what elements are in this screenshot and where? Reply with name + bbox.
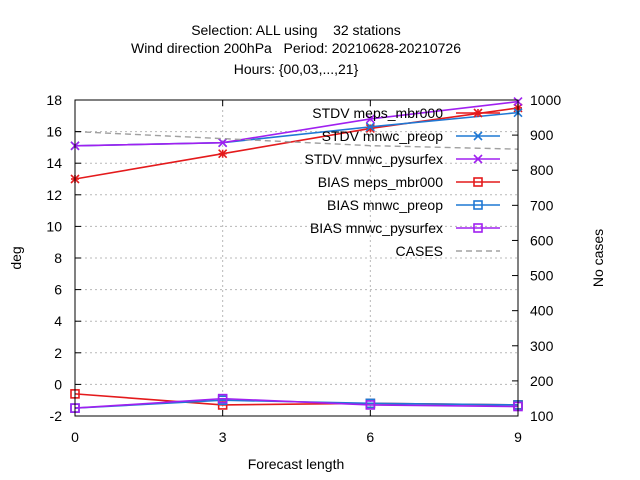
y-tick-label: 16 [46, 124, 62, 140]
axis-layer: 0 3 6 9 -2 0 2 4 6 8 10 12 14 16 18 100 200 300 400 500 600 7… [46, 92, 561, 445]
legend-marker-stdv-mnwc-preop [473, 131, 483, 141]
y-tick-label: 0 [54, 376, 62, 392]
x-tick-label: 9 [514, 429, 522, 445]
legend-label-stdv-mnwc-preop: STDV mnwc_preop [322, 128, 444, 144]
series-line-stdv-meps-mbr000 [74, 107, 519, 180]
legend-label-bias-mnwc-preop: BIAS mnwc_preop [327, 197, 443, 213]
chart-title-line-2: Wind direction 200hPa Period: 20210628-2… [131, 40, 461, 56]
y-tick-label: 10 [46, 218, 62, 234]
grid-layer [75, 100, 518, 416]
y2-tick-label: 400 [530, 303, 554, 319]
data-point-stdv-mnwc-pysurfex [218, 138, 228, 148]
y-tick-label: 6 [54, 282, 62, 298]
chart-title-line-1: Selection: ALL using 32 stations [191, 22, 401, 38]
y2-tick-label: 100 [530, 408, 554, 424]
y-tick-label: 18 [46, 92, 62, 108]
y-tick-label: -2 [50, 408, 63, 424]
x-tick-label: 6 [366, 429, 374, 445]
legend-label-bias-meps-mbr000: BIAS meps_mbr000 [318, 174, 443, 190]
data-point-stdv-mnwc-preop [365, 122, 375, 132]
data-point-stdv-meps-mbr000 [218, 149, 228, 159]
legend-layer: STDV meps_mbr000 STDV mnwc_preop STDV mnwc… [305, 105, 500, 259]
data-point-stdv-mnwc-pysurfex [365, 114, 375, 124]
data-point-bias-mnwc-pysurfex [217, 393, 228, 404]
legend-marker-bias-mnwc-preop [473, 200, 483, 210]
x-tick-label: 3 [219, 429, 227, 445]
y2-axis-label: No cases [590, 229, 606, 287]
legend-label-stdv-mnwc-pysurfex: STDV mnwc_pysurfex [305, 151, 443, 167]
x-tick-label: 0 [71, 429, 79, 445]
y-tick-label: 2 [54, 345, 62, 361]
y-tick-label: 8 [54, 250, 62, 266]
legend-marker-bias-mnwc-pysurfex [473, 223, 483, 233]
y2-tick-label: 800 [530, 162, 554, 178]
y-tick-label: 4 [54, 313, 62, 329]
y2-tick-label: 600 [530, 232, 554, 248]
legend-label-stdv-meps-mbr000: STDV meps_mbr000 [312, 105, 443, 121]
series-line-stdv-mnwc-pysurfex [74, 100, 519, 147]
legend-label-cases: CASES [396, 243, 443, 259]
series-line-cases [74, 130, 519, 150]
y2-tick-label: 200 [530, 373, 554, 389]
legend-marker-stdv-meps-mbr000 [473, 108, 483, 118]
legend-marker-bias-meps-mbr000 [473, 177, 483, 187]
y-tick-label: 14 [46, 155, 62, 171]
legend-marker-stdv-mnwc-pysurfex [473, 154, 483, 164]
series-layer [70, 97, 523, 413]
y-axis-label: deg [8, 246, 24, 269]
y2-tick-label: 300 [530, 338, 554, 354]
y-tick-label: 12 [46, 187, 62, 203]
y2-tick-label: 500 [530, 268, 554, 284]
y2-tick-label: 700 [530, 197, 554, 213]
chart-title-line-3: Hours: {00,03,...,21} [234, 61, 359, 77]
y2-tick-label: 1000 [530, 92, 561, 108]
series-line-bias-mnwc-pysurfex [74, 397, 519, 409]
x-axis-label: Forecast length [248, 456, 345, 472]
y2-tick-label: 900 [530, 127, 554, 143]
legend-label-bias-mnwc-pysurfex: BIAS mnwc_pysurfex [310, 220, 443, 236]
data-point-bias-mnwc-pysurfex [365, 400, 376, 410]
